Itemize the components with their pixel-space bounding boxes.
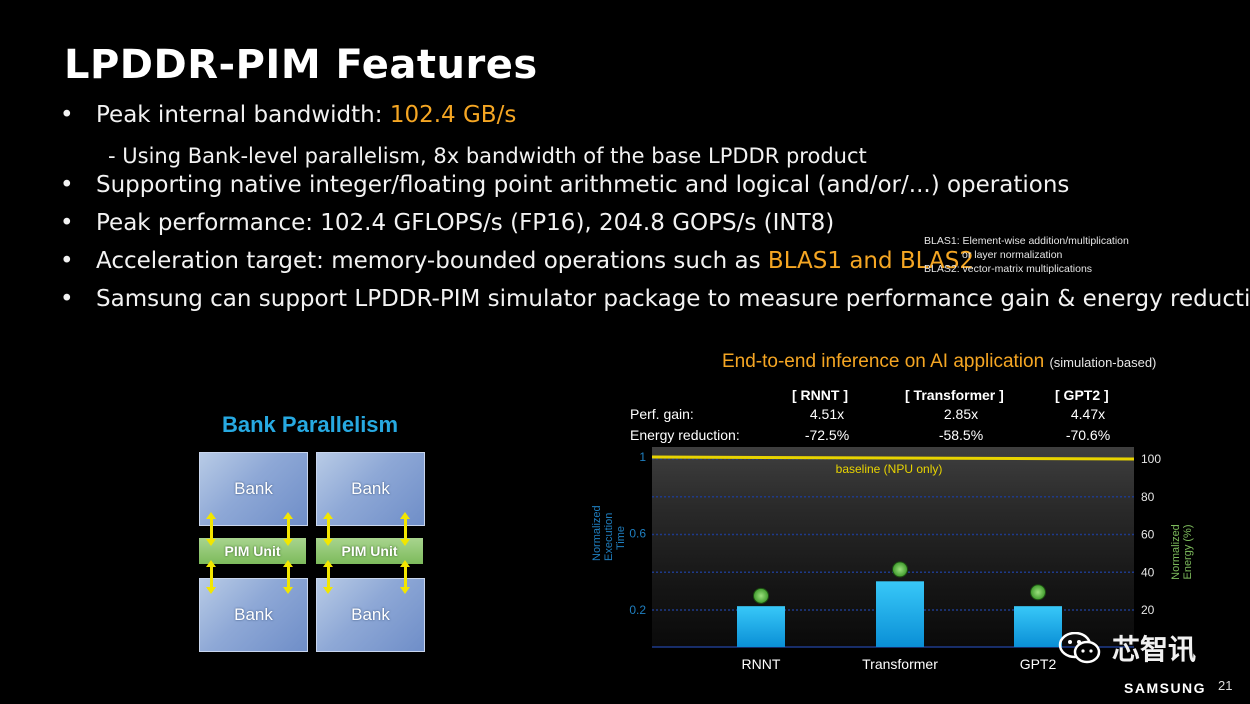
row-label-perf-gain: Perf. gain: bbox=[630, 406, 694, 422]
bank-parallelism-title: Bank Parallelism bbox=[222, 412, 399, 437]
wechat-icon bbox=[1058, 632, 1101, 664]
row-label-energy-reduction: Energy reduction: bbox=[630, 427, 740, 443]
bullet-text: Supporting native integer/floating point… bbox=[96, 172, 1069, 198]
chart-title: End-to-end inference on AI application (… bbox=[722, 351, 1156, 373]
x-tick-label: Transformer bbox=[862, 656, 938, 672]
data-flow-arrow bbox=[283, 560, 293, 594]
y-tick-left: 0.2 bbox=[629, 603, 646, 617]
watermark-text: 芯智讯 bbox=[1112, 633, 1197, 666]
energy-reduction-value: -58.5% bbox=[938, 427, 984, 443]
y-tick-right: 20 bbox=[1141, 603, 1155, 617]
column-header-gpt2: [ GPT2 ] bbox=[1055, 387, 1109, 403]
bullet-text: Acceleration target: memory-bounded oper… bbox=[96, 248, 974, 274]
page-number: 21 bbox=[1218, 678, 1233, 693]
bullet-highlight: 102.4 GB/s bbox=[389, 102, 517, 128]
column-header-rnnt: [ RNNT ] bbox=[792, 387, 848, 403]
bullet-dot: • bbox=[60, 248, 74, 274]
x-tick-label: GPT2 bbox=[1020, 656, 1057, 672]
y-tick-right: 40 bbox=[1141, 565, 1155, 579]
data-flow-arrow bbox=[400, 512, 410, 546]
data-flow-arrow bbox=[323, 560, 333, 594]
bullet-text: Peak internal bandwidth: 102.4 GB/s bbox=[96, 102, 516, 128]
bullet-text-main: - Using Bank-level parallelism, 8x bandw… bbox=[108, 144, 867, 168]
samsung-logo: SAMSUNG bbox=[1124, 680, 1207, 696]
y-tick-left: 0.6 bbox=[629, 527, 646, 541]
blas-note: BLAS1: Element-wise addition/multiplicat… bbox=[924, 234, 1129, 276]
slide-title: LPDDR-PIM Features bbox=[64, 42, 538, 88]
bullet-dot: • bbox=[60, 286, 74, 312]
y-tick-right: 80 bbox=[1141, 490, 1155, 504]
bullet-text-main: Samsung can support LPDDR-PIM simulator … bbox=[96, 286, 1250, 312]
bullet-highlight: BLAS1 and BLAS2 bbox=[767, 248, 974, 274]
bullet-text-main: Peak internal bandwidth: bbox=[96, 102, 390, 128]
bullet-text-main: Peak performance: 102.4 GFLOPS/s (FP16),… bbox=[96, 210, 835, 236]
plot-area bbox=[652, 447, 1134, 647]
perf-gain-value: 4.51x bbox=[809, 406, 845, 422]
bullet-text: Peak performance: 102.4 GFLOPS/s (FP16),… bbox=[96, 210, 834, 236]
pim-unit: PIM Unit bbox=[199, 538, 306, 564]
note-line-2: or layer normalization bbox=[962, 249, 1063, 261]
bullet-text-main: Supporting native integer/floating point… bbox=[96, 172, 1070, 198]
y-tick-left: 1 bbox=[639, 450, 646, 464]
x-tick-label: RNNT bbox=[742, 656, 781, 672]
y-tick-right: 60 bbox=[1141, 528, 1155, 542]
energy-reduction-value: -72.5% bbox=[804, 427, 850, 443]
chart-title-note: (simulation-based) bbox=[1049, 355, 1157, 370]
note-line-1: BLAS1: Element-wise addition/multiplicat… bbox=[924, 235, 1129, 247]
bullet-text: Samsung can support LPDDR-PIM simulator … bbox=[96, 286, 1250, 312]
bullet-dot: • bbox=[60, 210, 74, 236]
energy-reduction-value: -70.6% bbox=[1065, 427, 1111, 443]
bullet-dot: • bbox=[60, 172, 74, 198]
bullet-text: - Using Bank-level parallelism, 8x bandw… bbox=[108, 144, 867, 168]
y-axis-left-label: Normalized Execution Time bbox=[591, 505, 627, 561]
y-tick-right: 100 bbox=[1141, 452, 1161, 466]
y-axis-right-label: Normalized Energy (%) bbox=[1170, 524, 1194, 580]
column-header-transformer: [ Transformer ] bbox=[905, 387, 1004, 403]
data-flow-arrow bbox=[206, 512, 216, 546]
data-flow-arrow bbox=[206, 560, 216, 594]
chart-title-text: End-to-end inference on AI application bbox=[722, 351, 1045, 372]
perf-gain-value: 2.85x bbox=[943, 406, 979, 422]
perf-gain-value: 4.47x bbox=[1070, 406, 1106, 422]
data-flow-arrow bbox=[283, 512, 293, 546]
data-flow-arrow bbox=[323, 512, 333, 546]
note-line-3: BLAS2: vector-matrix multiplications bbox=[924, 263, 1093, 275]
bullet-dot: • bbox=[60, 102, 74, 128]
data-flow-arrow bbox=[400, 560, 410, 594]
bullet-text-main: Acceleration target: memory-bounded oper… bbox=[96, 248, 768, 274]
